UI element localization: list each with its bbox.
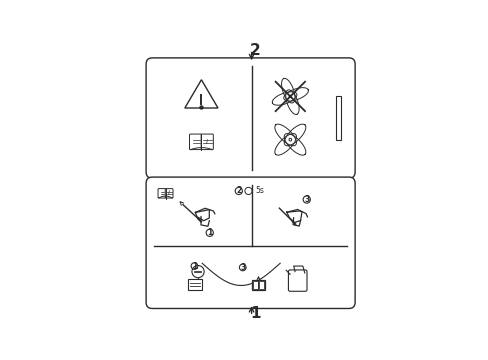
- Bar: [188, 279, 202, 289]
- FancyBboxPatch shape: [288, 270, 306, 291]
- Bar: [251, 280, 264, 290]
- Circle shape: [288, 138, 291, 141]
- FancyBboxPatch shape: [201, 134, 213, 150]
- FancyBboxPatch shape: [146, 58, 354, 178]
- Text: 1: 1: [191, 262, 197, 271]
- Text: 2: 2: [236, 186, 241, 195]
- Text: 5s: 5s: [254, 186, 263, 195]
- Circle shape: [288, 95, 291, 98]
- Bar: [336, 96, 341, 140]
- FancyBboxPatch shape: [189, 134, 201, 150]
- Text: i: i: [205, 139, 207, 145]
- FancyBboxPatch shape: [146, 177, 354, 309]
- Bar: [252, 281, 258, 289]
- Text: 3: 3: [304, 195, 309, 204]
- Text: 1: 1: [250, 306, 260, 321]
- Text: 2: 2: [250, 42, 261, 58]
- Bar: [258, 281, 264, 289]
- Text: i: i: [168, 190, 170, 196]
- Text: 3: 3: [240, 263, 245, 272]
- FancyBboxPatch shape: [165, 189, 173, 198]
- FancyBboxPatch shape: [158, 189, 165, 198]
- Text: 1: 1: [207, 228, 212, 237]
